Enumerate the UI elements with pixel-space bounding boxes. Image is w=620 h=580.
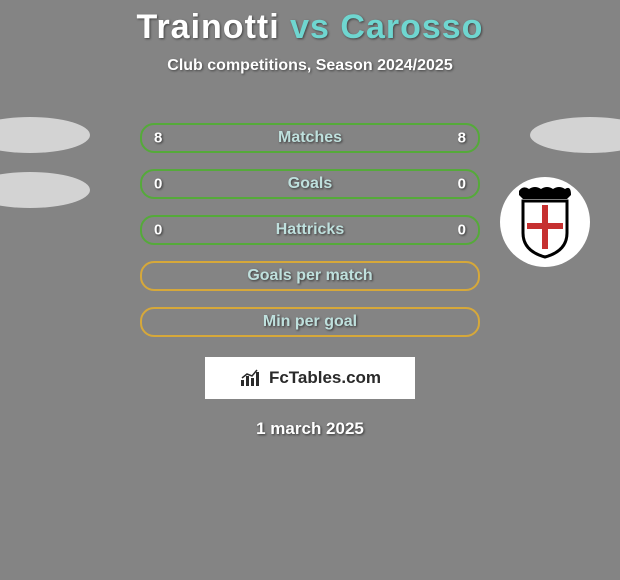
stat-label: Matches bbox=[278, 129, 342, 147]
stat-row-goals-per-match: Goals per match bbox=[140, 261, 480, 291]
stat-right-value: 0 bbox=[458, 222, 466, 239]
stat-label: Min per goal bbox=[263, 313, 357, 331]
comparison-title: Trainotti vs Carosso bbox=[0, 0, 620, 47]
subtitle: Club competitions, Season 2024/2025 bbox=[0, 57, 620, 75]
stat-left-value: 0 bbox=[154, 222, 162, 239]
stat-row-min-per-goal: Min per goal bbox=[140, 307, 480, 337]
stat-right-value: 8 bbox=[458, 130, 466, 147]
stat-row-hattricks: 0 Hattricks 0 bbox=[140, 215, 480, 245]
player1-name: Trainotti bbox=[137, 8, 280, 46]
stat-row-goals: 0 Goals 0 bbox=[140, 169, 480, 199]
stat-right-value: 0 bbox=[458, 176, 466, 193]
stat-left-value: 8 bbox=[154, 130, 162, 147]
stat-label: Hattricks bbox=[276, 221, 344, 239]
branding-box: FcTables.com bbox=[205, 357, 415, 399]
shield-icon bbox=[509, 183, 581, 261]
stat-label: Goals bbox=[288, 175, 332, 193]
bar-chart-icon bbox=[239, 368, 263, 388]
player2-name: Carosso bbox=[340, 8, 483, 46]
date-text: 1 march 2025 bbox=[0, 419, 620, 439]
stat-left-value: 0 bbox=[154, 176, 162, 193]
stat-row-matches: 8 Matches 8 bbox=[140, 123, 480, 153]
stat-label: Goals per match bbox=[247, 267, 372, 285]
branding-text: FcTables.com bbox=[269, 368, 381, 388]
right-club-badge bbox=[500, 177, 590, 267]
title-vs: vs bbox=[290, 8, 330, 46]
